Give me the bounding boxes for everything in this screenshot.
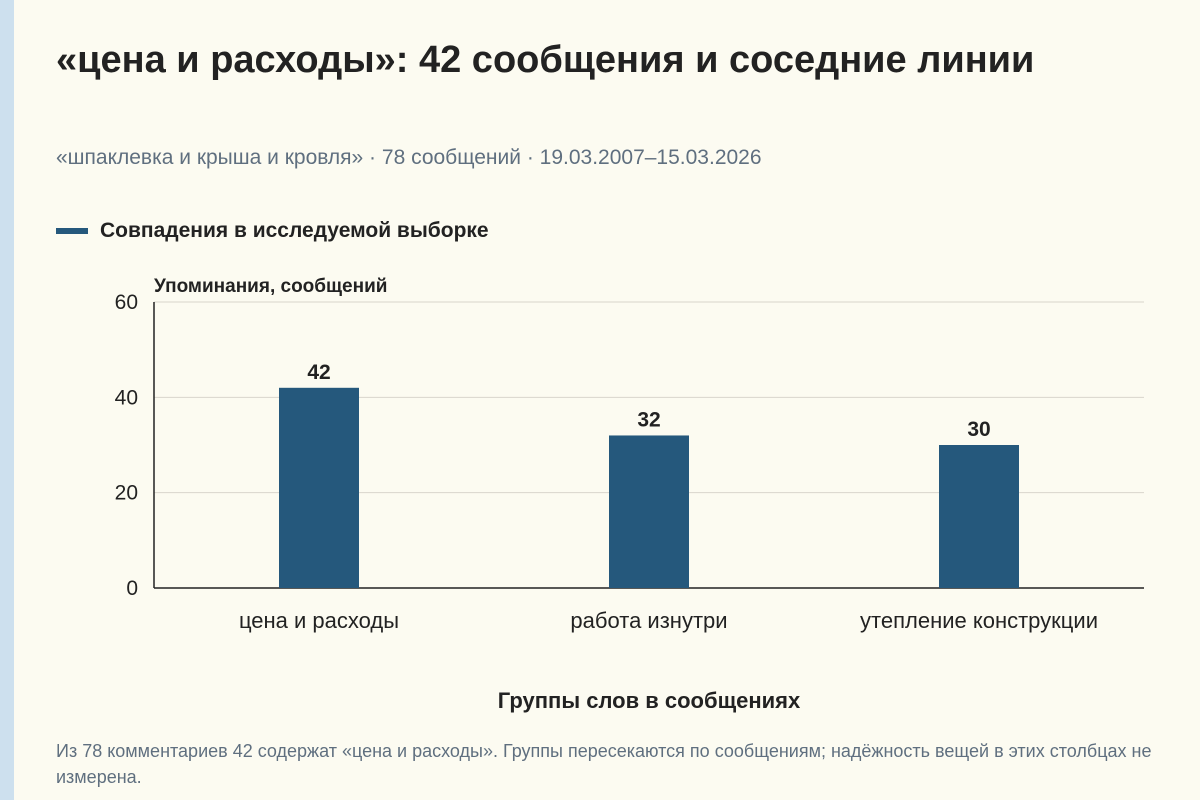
chart-subtitle: «шпаклевка и крыша и кровля» · 78 сообще… — [56, 146, 762, 169]
bar-value-label: 32 — [637, 408, 660, 431]
legend-swatch — [56, 228, 88, 234]
y-axis-title: Упоминания, сообщений — [154, 276, 387, 297]
x-tick-label: утепление конструкции — [860, 608, 1098, 633]
bar — [279, 387, 359, 588]
bar-layer — [279, 387, 1019, 588]
x-tick-label: цена и расходы — [239, 608, 399, 633]
chart-legend: Совпадения в исследуемой выборке — [56, 219, 489, 243]
footnote: Из 78 комментариев 42 содержат «цена и р… — [56, 741, 1152, 787]
y-tick-label: 40 — [115, 386, 138, 409]
y-tick-label: 60 — [115, 291, 138, 314]
y-tick-label: 0 — [126, 577, 138, 600]
legend-label: Совпадения в исследуемой выборке — [100, 219, 489, 242]
y-tick-label: 20 — [115, 482, 138, 505]
label-layer: 0 20 40 60 42 цена и расходы 32 работа изнутри 3… — [115, 291, 1098, 633]
left-accent-strip — [0, 0, 14, 800]
bar — [939, 445, 1019, 588]
x-axis-title: Группы слов в сообщениях — [498, 688, 801, 713]
chart-title: «цена и расходы»: 42 сообщения и соседни… — [56, 39, 1035, 81]
bar-value-label: 30 — [967, 418, 990, 441]
x-tick-label: работа изнутри — [570, 608, 727, 633]
bar-value-label: 42 — [307, 361, 330, 384]
bar — [609, 435, 689, 588]
